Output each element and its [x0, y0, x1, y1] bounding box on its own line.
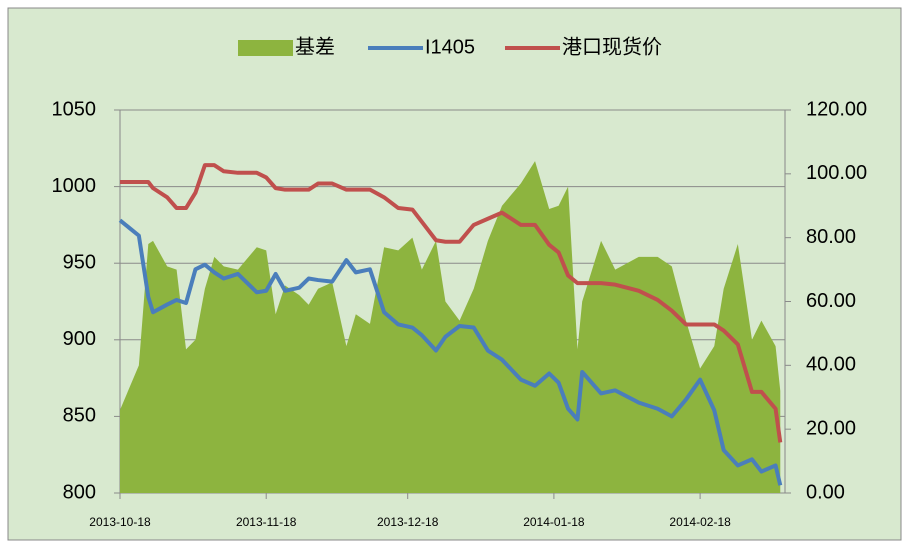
x-tick-label: 2013-12-18 — [377, 515, 439, 529]
x-tick-label: 2014-02-18 — [669, 515, 731, 529]
legend-swatch — [238, 40, 293, 56]
x-tick-label: 2013-10-18 — [89, 515, 151, 529]
area — [120, 161, 781, 494]
y2-tick-label: 20.00 — [806, 417, 856, 439]
y2-tick-label: 80.00 — [806, 226, 856, 248]
legend-label: I1405 — [425, 36, 475, 58]
line — [120, 163, 783, 443]
y-tick-label: 1050 — [52, 98, 97, 120]
legend-label: 基差 — [295, 35, 335, 58]
y-tick-label: 900 — [63, 328, 96, 350]
y-tick-label: 850 — [63, 405, 96, 427]
x-tick-label: 2014-01-18 — [523, 515, 585, 529]
y-tick-label: 800 — [63, 481, 96, 503]
y-tick-label: 1000 — [52, 175, 97, 197]
y-tick-label: 950 — [63, 251, 96, 273]
y2-tick-label: 0.00 — [806, 481, 845, 503]
y2-tick-label: 120.00 — [806, 98, 867, 120]
line — [118, 218, 783, 486]
y2-tick-label: 60.00 — [806, 290, 856, 312]
y2-tick-label: 40.00 — [806, 354, 856, 376]
y2-tick-label: 100.00 — [806, 162, 867, 184]
x-tick-label: 2013-11-18 — [236, 515, 297, 529]
legend-label: 港口现货价 — [562, 35, 662, 58]
